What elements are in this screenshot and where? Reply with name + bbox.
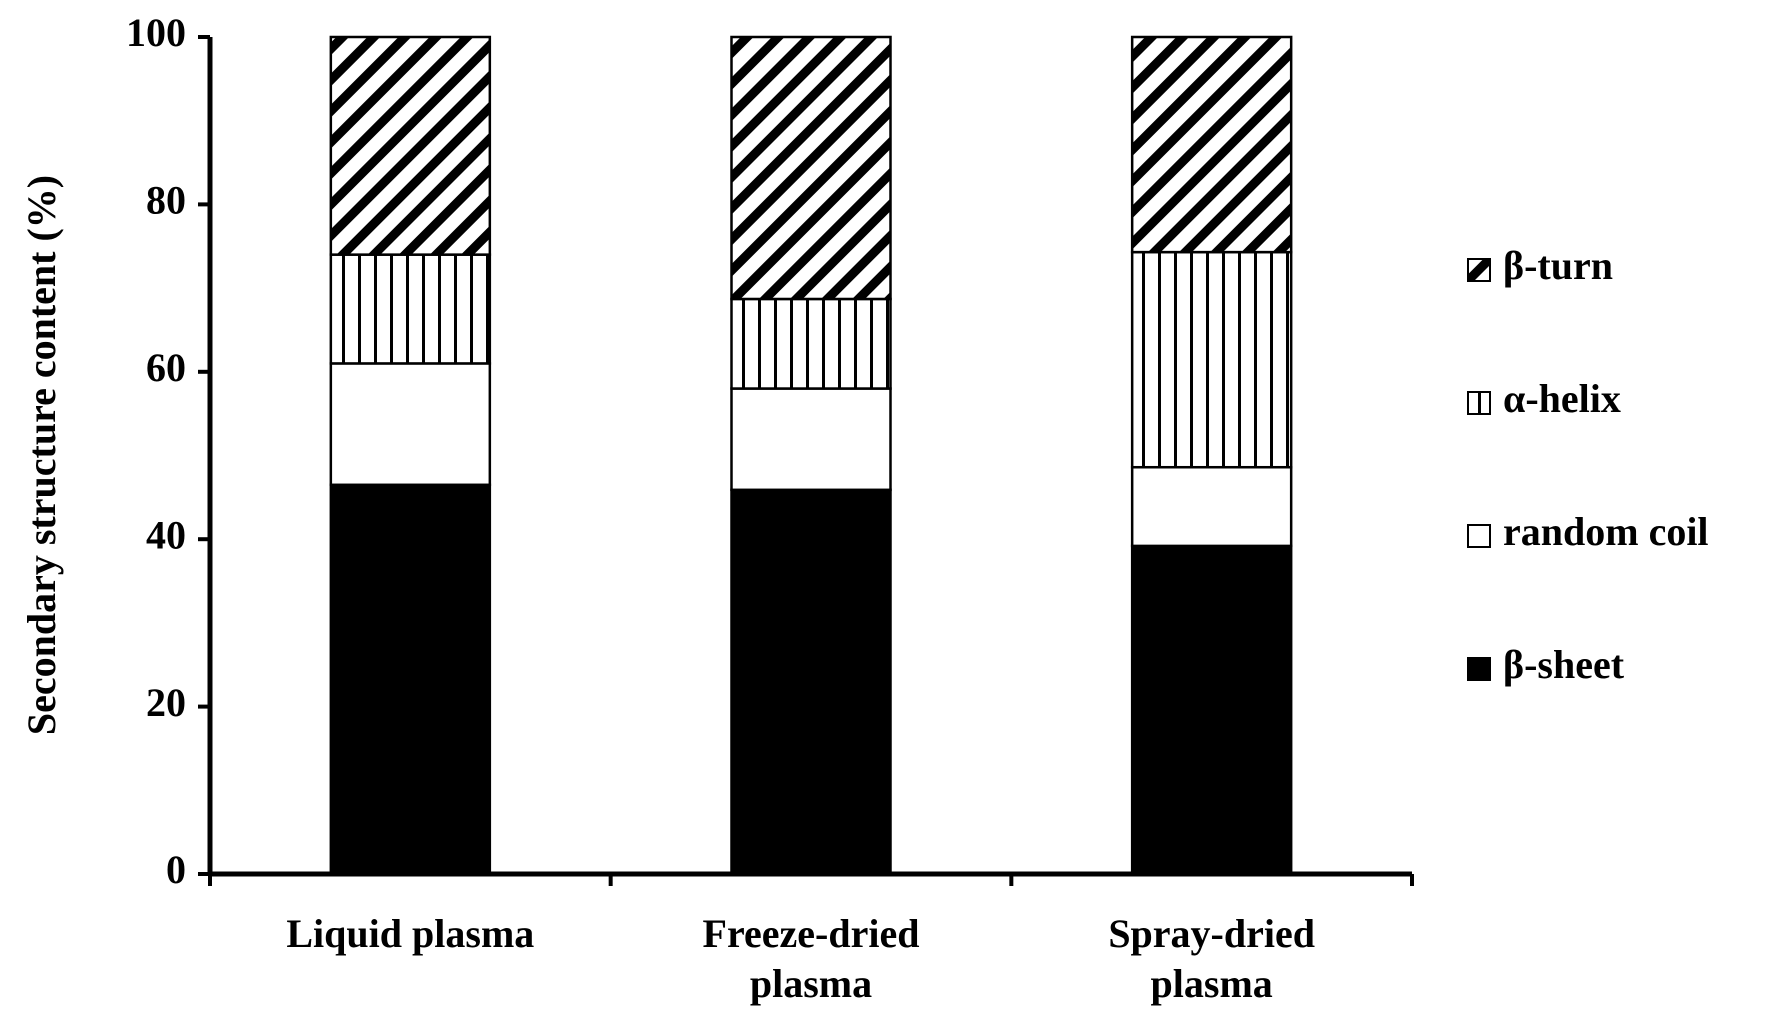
bar-segment — [329, 253, 492, 365]
bar-segment — [329, 483, 492, 876]
legend-label: β-sheet — [1503, 642, 1625, 687]
legend-label: α-helix — [1503, 376, 1621, 421]
bar-segment — [1130, 465, 1293, 548]
bar-segment — [730, 387, 892, 492]
legend-swatch — [1467, 258, 1491, 282]
bar-segment — [1130, 250, 1293, 469]
x-tick-label: Spray-dried plasma — [1108, 911, 1315, 1006]
legend-swatch — [1467, 524, 1491, 548]
x-tick-label: Freeze-dried plasma — [702, 911, 920, 1006]
legend-swatch — [1467, 657, 1491, 681]
bar-segment — [329, 362, 492, 487]
legend-swatch — [1467, 391, 1491, 415]
legend-label: β-turn — [1503, 243, 1613, 288]
legend-label: random coil — [1503, 509, 1709, 554]
bar-segment — [1130, 35, 1293, 254]
y-tick-label: 100 — [126, 10, 186, 55]
y-tick-label: 60 — [146, 345, 186, 390]
x-tick-label: Liquid plasma — [286, 911, 535, 956]
bar-segment — [1130, 544, 1293, 876]
y-axis-title: Secondary structure content (%) — [19, 175, 64, 735]
y-tick-label: 20 — [146, 680, 186, 725]
bar-segment — [730, 488, 892, 876]
y-tick-label: 40 — [146, 512, 186, 557]
y-tick-label: 0 — [166, 847, 186, 892]
y-tick-label: 80 — [146, 178, 186, 223]
bar-segment — [730, 297, 892, 390]
bar-segment — [329, 35, 492, 256]
bar-segment — [730, 35, 892, 301]
